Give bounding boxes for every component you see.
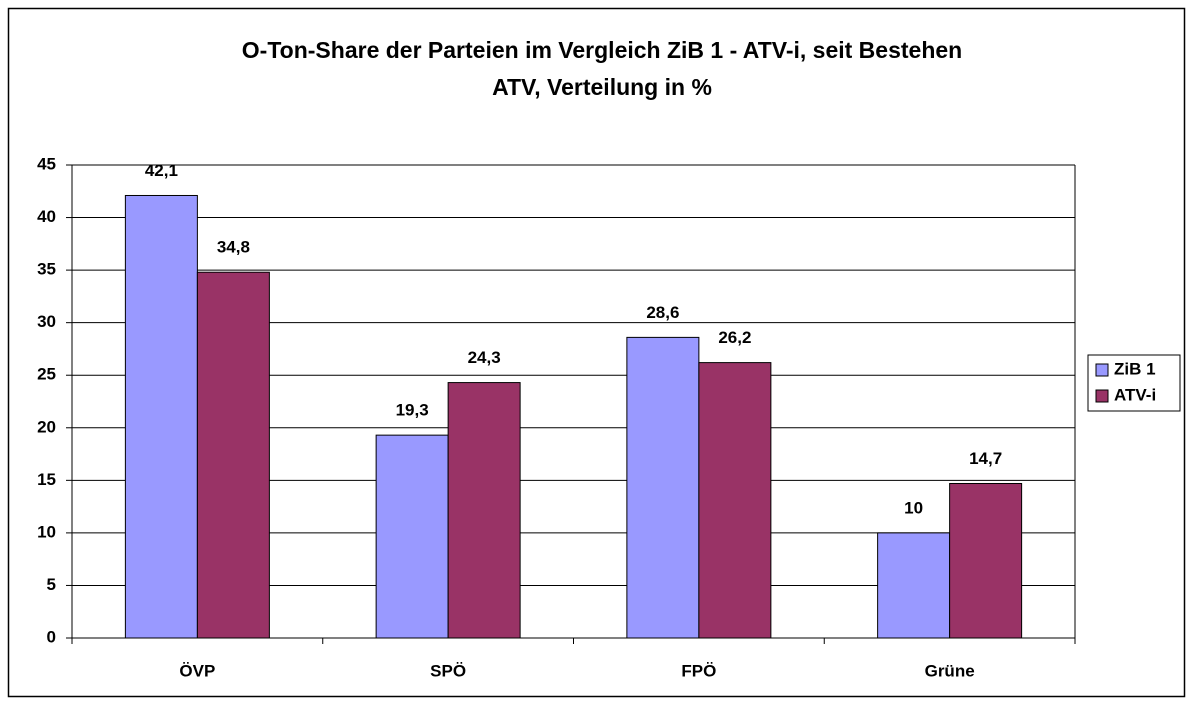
legend-swatch [1095,389,1109,403]
legend-swatch [1095,363,1109,377]
bar [375,434,449,639]
y-tick-label: 10 [37,522,56,541]
value-label: 19,3 [396,401,429,420]
chart-title: ATV, Verteilung in % [492,74,712,100]
bar [447,382,521,639]
bar [196,271,270,639]
bar [698,362,772,639]
bar [626,336,700,639]
value-label: 28,6 [646,303,679,322]
value-label: 34,8 [217,238,250,257]
value-label: 24,3 [468,348,501,367]
y-tick-label: 5 [47,575,56,594]
y-tick-label: 20 [37,417,56,436]
legend-label: ZiB 1 [1114,359,1156,378]
bar [877,532,951,639]
y-tick-label: 0 [47,627,56,646]
y-tick-label: 40 [37,207,56,226]
x-tick-label: ÖVP [179,661,215,680]
value-label: 10 [904,498,923,517]
bar [949,482,1023,639]
x-tick-label: Grüne [925,661,975,680]
y-tick-label: 30 [37,312,56,331]
bar [124,194,198,639]
y-tick-label: 45 [37,154,56,173]
chart-title: O-Ton-Share der Parteien im Vergleich Zi… [242,37,962,63]
value-label: 26,2 [718,328,751,347]
x-tick-label: FPÖ [681,661,716,680]
x-tick-label: SPÖ [430,661,466,680]
value-label: 42,1 [145,161,178,180]
y-tick-label: 25 [37,365,56,384]
value-label: 14,7 [969,449,1002,468]
y-tick-label: 35 [37,260,56,279]
legend-label: ATV-i [1114,385,1156,404]
y-tick-label: 15 [37,470,56,489]
